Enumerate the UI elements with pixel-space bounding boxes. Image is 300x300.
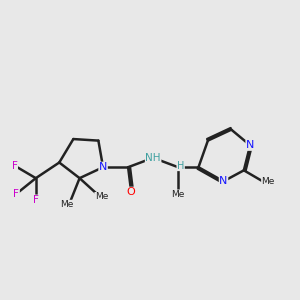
Text: Me: Me [172,190,185,199]
Text: F: F [12,160,17,171]
Text: Me: Me [95,192,108,201]
Text: F: F [33,195,39,205]
Text: N: N [219,176,228,186]
Text: N: N [246,140,254,150]
Text: H: H [177,160,184,171]
Text: Me: Me [262,177,275,186]
Text: O: O [127,187,136,197]
Text: NH: NH [146,153,161,163]
Text: F: F [14,189,19,199]
Text: Me: Me [60,200,73,209]
Text: N: N [99,162,107,172]
